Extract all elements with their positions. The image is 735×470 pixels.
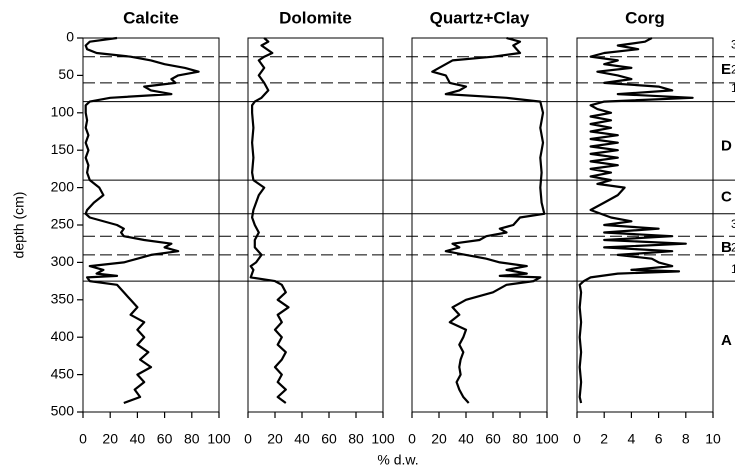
x-tick-label: 100 [535,431,559,447]
panel-title: Quartz+Clay [430,8,530,27]
x-tick-label: 40 [294,431,310,447]
x-tick-label: 0 [573,431,581,447]
panel-frame [247,37,384,413]
panel-frame [82,37,220,413]
profile-line [84,36,200,405]
panel-frame [576,37,714,413]
subzone-label: 3 [731,217,735,231]
panel-frame [411,37,548,413]
zone-label: B [721,239,732,256]
x-tick-label: 40 [130,431,146,447]
x-tick-label: 20 [267,431,283,447]
x-tick-label: 80 [184,431,200,447]
y-tick-label: 500 [51,403,75,419]
y-tick-label: 100 [51,104,75,120]
zone-label: D [721,137,732,154]
x-tick-label: 60 [321,431,337,447]
zone-label: E [721,61,731,78]
x-tick-label: 6 [655,431,663,447]
x-tick-label: 0 [79,431,87,447]
x-tick-label: 100 [371,431,395,447]
panel-title: Calcite [123,8,179,27]
y-tick-label: 200 [51,178,75,194]
x-tick-label: 80 [348,431,364,447]
x-tick-label: 2 [600,431,608,447]
y-tick-label: 0 [66,29,74,45]
x-tick-label: 80 [512,431,528,447]
panel-title: Dolomite [279,8,352,27]
y-axis-label: depth (cm) [11,192,27,259]
x-tick-label: 60 [485,431,501,447]
x-tick-label: 0 [408,431,416,447]
y-tick-label: 50 [58,66,74,82]
panel-title: Corg [625,8,665,27]
x-tick-label: 60 [157,431,173,447]
y-tick-label: 450 [51,365,75,381]
x-tick-label: 40 [458,431,474,447]
profile-line [249,37,290,404]
subzone-label: 2 [731,240,735,254]
x-tick-label: 20 [102,431,118,447]
subzone-label: 2 [731,62,735,76]
y-tick-label: 300 [51,253,75,269]
x-tick-label: 20 [431,431,447,447]
zone-label: A [721,332,732,349]
zone-label: C [721,188,732,205]
y-tick-label: 250 [51,216,75,232]
x-tick-label: 100 [207,431,231,447]
x-axis-label: % d.w. [377,452,418,468]
x-tick-label: 8 [682,431,690,447]
profile-line [578,37,694,404]
x-tick-label: 10 [705,431,721,447]
y-tick-label: 350 [51,291,75,307]
y-tick-label: 150 [51,141,75,157]
profile-line [431,36,546,404]
x-tick-label: 0 [244,431,252,447]
subzone-label: 1 [731,262,735,276]
y-tick-label: 400 [51,328,75,344]
x-tick-label: 4 [628,431,636,447]
subzone-label: 3 [731,38,735,52]
subzone-label: 1 [731,81,735,95]
